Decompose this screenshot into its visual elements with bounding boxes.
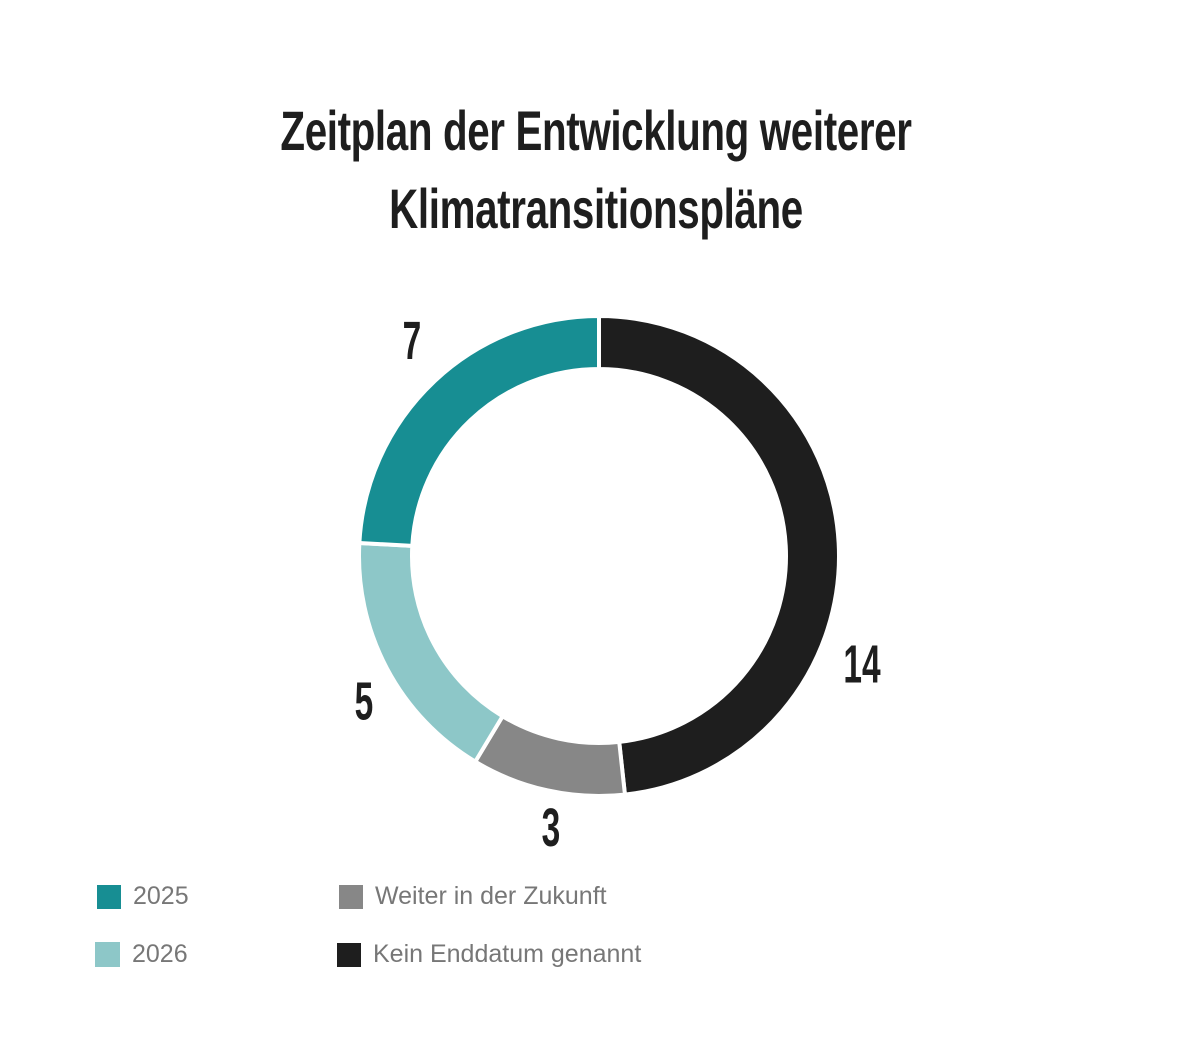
donut-slice-kein-enddatum-genannt xyxy=(597,313,841,797)
legend-swatch xyxy=(95,942,120,967)
donut-slice-2025 xyxy=(357,313,601,548)
legend-swatch xyxy=(97,884,121,909)
data-label: 5 xyxy=(355,670,374,731)
legend-swatch xyxy=(339,884,363,909)
data-label: 7 xyxy=(403,310,422,371)
legend-label: 2025 xyxy=(133,882,189,910)
chart-title-line-2: Klimatransitionspläne xyxy=(389,177,803,240)
legend-label: Weiter in der Zukunft xyxy=(375,882,607,910)
legend-label: Kein Enddatum genannt xyxy=(373,940,642,968)
chart-title-line-1: Zeitplan der Entwicklung weiterer xyxy=(280,99,912,162)
data-label: 3 xyxy=(542,797,561,858)
donut-slice-2026 xyxy=(357,540,506,765)
legend-swatch xyxy=(337,942,361,967)
legend-item-2025: 2025 xyxy=(97,882,189,911)
legend-item-weiter-in-der-zukunft: Weiter in der Zukunft xyxy=(339,882,607,911)
legend-label: 2026 xyxy=(132,940,188,968)
data-label: 14 xyxy=(843,633,880,694)
legend-item-kein-enddatum-genannt: Kein Enddatum genannt xyxy=(337,940,641,969)
chart-title: Zeitplan der Entwicklung weiterer Klimat… xyxy=(0,92,1192,248)
legend-item-2026: 2026 xyxy=(95,940,188,969)
